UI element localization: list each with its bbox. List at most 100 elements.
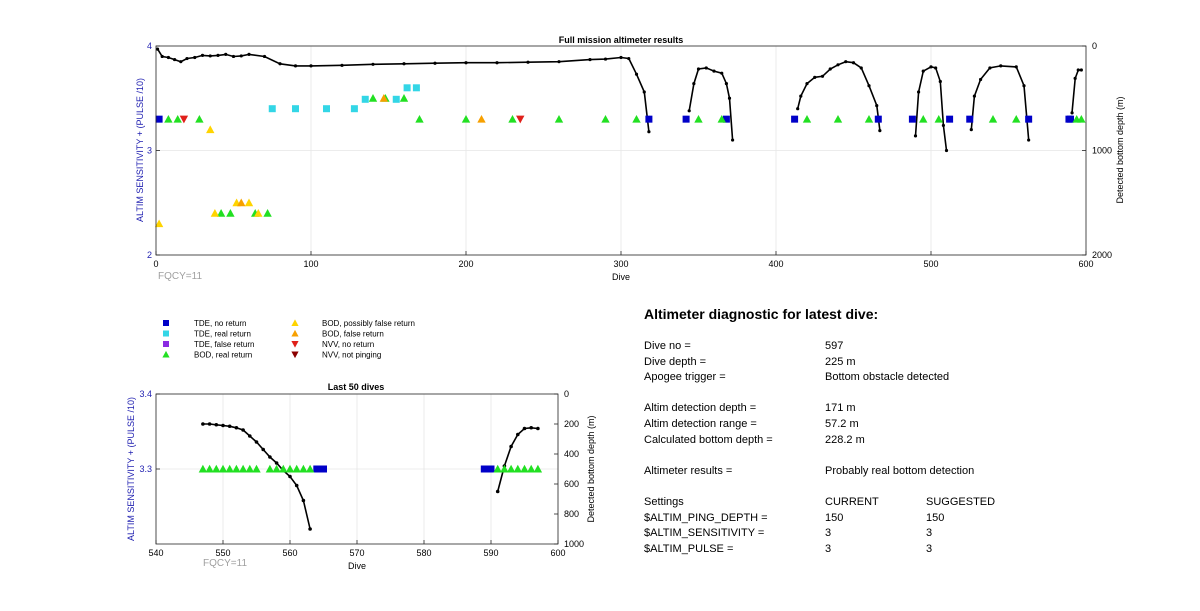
last-dives-chart: Last 50 dives 540 550 560 570 580 590 600 3.3 3.…: [126, 382, 596, 571]
bottom-depth-point: [268, 455, 272, 459]
tde-no-return-marker: [1067, 115, 1074, 123]
tde-real-return-marker: [268, 105, 276, 113]
tde-no-return-marker: [320, 465, 327, 473]
legend-marker: [162, 350, 170, 358]
tde-no-return-marker: [645, 115, 653, 123]
x-tick-label: 0: [153, 259, 158, 269]
y2-tick-label: 800: [564, 509, 579, 519]
bottom-depth-point: [929, 65, 933, 69]
x-tick-label: 400: [768, 259, 783, 269]
main-y-label: ALTIM SENSITIVITY + (PULSE /10): [135, 78, 145, 222]
bod-real-return-marker: [554, 114, 564, 123]
detect-range-label: Altim detection range =: [644, 417, 757, 430]
bottom-depth-point: [859, 66, 863, 70]
dive-no-label: Dive no =: [644, 340, 691, 352]
bottom-depth-point: [1027, 138, 1031, 142]
detect-depth-value: 171 m: [825, 402, 856, 415]
legend-marker: [163, 320, 169, 326]
calc-depth-label: Calculated bottom depth =: [644, 433, 773, 446]
bottom-depth-point: [844, 60, 848, 64]
bottom-depth-line: [970, 65, 1030, 141]
bottom-depth-point: [227, 424, 232, 429]
bod-real-return-marker: [232, 464, 241, 473]
bottom-depth-point: [1014, 65, 1018, 69]
tde-no-return-marker: [487, 465, 495, 473]
bod-real-return-marker: [305, 464, 315, 473]
bod-real-return-marker: [864, 114, 874, 123]
bod-real-return-marker: [368, 94, 378, 102]
bottom-depth-point: [526, 60, 530, 64]
dive-no-row: Dive no = 597: [644, 339, 1164, 355]
bottom-depth-point: [201, 422, 205, 426]
bottom-depth-point: [294, 483, 299, 488]
current-header: CURRENT: [825, 495, 879, 508]
y2-tick-label: 0: [564, 389, 569, 399]
bottom-depth-point: [619, 55, 623, 60]
bod-false-return-marker: [477, 114, 486, 123]
bottom-depth-point: [173, 57, 177, 62]
bod-real-return-marker: [195, 114, 204, 123]
bottom-depth-point: [1073, 76, 1077, 80]
tde-no-return-marker: [874, 115, 882, 123]
bottom-depth-point: [288, 474, 292, 479]
bod-real-return-marker: [279, 464, 288, 473]
pulse-suggested: 3: [926, 542, 933, 555]
dive-no-value: 597: [825, 340, 844, 352]
bottom-depth-point: [522, 426, 527, 431]
legend-marker: [291, 341, 299, 348]
bottom-depth-point: [921, 69, 925, 73]
main-x-label: Dive: [612, 272, 630, 282]
y2-tick-label: 200: [564, 419, 579, 429]
results-label: Altimeter results =: [644, 464, 733, 477]
bottom-depth-point: [261, 447, 266, 452]
bottom-depth-point: [185, 56, 189, 61]
bod-real-return-marker: [252, 464, 261, 473]
pulse-current: 3: [825, 542, 832, 555]
bottom-depth-point: [796, 107, 800, 111]
bod-real-return-marker: [285, 464, 295, 473]
bottom-depth-point: [340, 63, 344, 67]
tde-no-return-marker: [908, 115, 916, 123]
legend-label: TDE, real return: [194, 330, 251, 339]
bod-real-return-marker: [520, 464, 529, 473]
bod-real-return-marker: [225, 464, 234, 473]
bod-real-return-marker: [717, 114, 726, 123]
ping-depth-label: $ALTIM_PING_DEPTH =: [644, 511, 768, 524]
main-chart-title: Full mission altimeter results: [559, 35, 684, 45]
bottom-depth-point: [308, 527, 312, 531]
x-tick-label: 600: [550, 548, 565, 558]
bottom-depth-point: [875, 103, 879, 108]
x-tick-label: 600: [1078, 259, 1093, 269]
bottom-depth-point: [433, 61, 437, 65]
small-y2-label: Detected bottom depth (m): [586, 415, 596, 522]
bottom-depth-point: [160, 54, 164, 59]
bottom-depth-point: [193, 55, 197, 60]
bod-real-return-marker: [493, 464, 502, 473]
legend-label: BOD, false return: [322, 330, 384, 339]
bottom-depth-point: [720, 71, 724, 75]
y2-tick-label: 2000: [1092, 250, 1112, 260]
legend-marker: [291, 351, 299, 359]
ping-depth-row: $ALTIM_PING_DEPTH = 150 150: [644, 511, 1164, 527]
sensitivity-row: $ALTIM_SENSITIVITY = 3 3: [644, 526, 1164, 542]
bottom-depth-point: [979, 77, 983, 82]
bod-real-return-marker: [173, 114, 182, 123]
detect-range-row: Altim detection range = 57.2 m: [644, 417, 1164, 433]
small-x-label: Dive: [348, 561, 366, 571]
bottom-depth-point: [913, 134, 918, 138]
nvv-no-return-marker: [516, 115, 525, 124]
bottom-depth-point: [234, 425, 239, 430]
x-tick-label: 580: [416, 548, 431, 558]
diagnostic-title: Altimeter diagnostic for latest dive:: [644, 306, 879, 322]
bod-real-return-marker: [934, 114, 943, 123]
bottom-depth-point: [799, 94, 803, 98]
y-tick-label: 3.3: [139, 464, 152, 474]
bod-real-return-marker: [164, 114, 173, 123]
small-markers: [198, 464, 543, 473]
bottom-depth-point: [704, 66, 708, 70]
small-footnote: FQCY=11: [203, 558, 247, 569]
bottom-depth-point: [241, 428, 245, 432]
bottom-depth-point: [828, 67, 832, 71]
legend-marker: [291, 319, 299, 326]
